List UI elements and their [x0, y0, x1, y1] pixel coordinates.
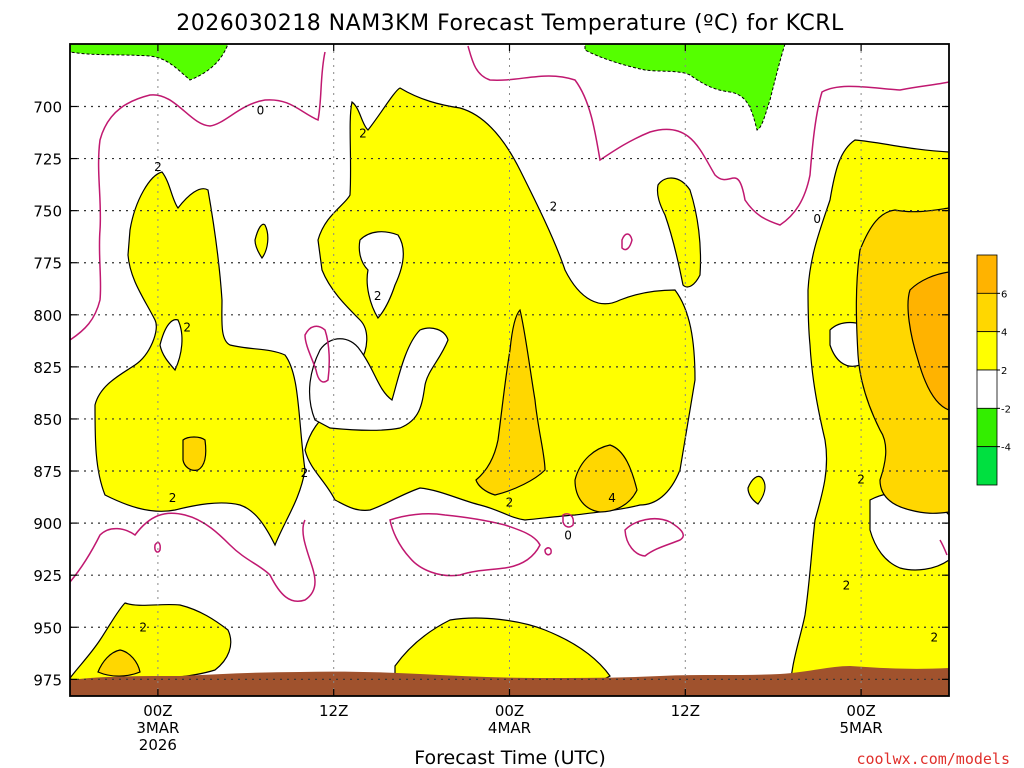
contour-value-label: 2: [550, 199, 558, 213]
y-tick-label: 900: [33, 515, 62, 533]
colorbar-label: 2: [1001, 366, 1007, 377]
colorbar-swatch: [976, 292, 998, 333]
y-tick-label: 925: [33, 567, 62, 585]
y-tick-label: 850: [33, 411, 62, 429]
contour-value-label: 2: [506, 495, 514, 509]
contour-value-label: 2: [301, 466, 309, 480]
y-tick-label: 775: [33, 255, 62, 273]
colorbar-label: -4: [1001, 443, 1011, 454]
colorbar-swatch: [976, 331, 998, 371]
x-tick-label: 00Z: [846, 702, 875, 720]
colorbar-label: -2: [1001, 404, 1011, 415]
x-tick-label: 4MAR: [488, 719, 531, 737]
contour-value-label: 0: [257, 104, 265, 118]
contour-value-label: 0: [564, 529, 572, 543]
y-tick-label: 875: [33, 463, 62, 481]
y-tick-label: 725: [33, 151, 62, 169]
y-axis: 700 725 750 775 800 825 850 875 900 925 950 975: [33, 98, 949, 689]
colorbar-swatch: [976, 407, 998, 448]
contour-value-label: 2: [843, 579, 851, 593]
x-tick-label: 5MAR: [840, 719, 883, 737]
contour-value-label: 2: [154, 160, 162, 174]
contour-value-label: 2: [139, 620, 147, 634]
x-tick-label: 12Z: [671, 702, 700, 720]
chart-title: 2026030218 NAM3KM Forecast Temperature (…: [176, 11, 844, 36]
x-tick-label: 2026: [139, 736, 177, 754]
zero-degree-contours: [70, 45, 949, 602]
plot-area: 0 2 2 2 2 2 0 2 2 2 4 0 2 2 2 2: [69, 43, 950, 697]
contour-value-label: 2: [359, 127, 367, 141]
contour-value-label: 4: [608, 491, 616, 505]
colorbar-swatch: [976, 369, 998, 409]
x-tick-label: 00Z: [143, 702, 172, 720]
y-tick-label: 950: [33, 619, 62, 637]
y-tick-label: 825: [33, 359, 62, 377]
colorbar-label: 4: [1001, 328, 1007, 339]
contour-value-label: 2: [857, 472, 865, 486]
credit-text: coolwx.com/models: [856, 750, 1010, 768]
y-tick-label: 800: [33, 307, 62, 325]
x-axis-label: Forecast Time (UTC): [414, 747, 605, 768]
colorbar-label: 6: [1001, 289, 1007, 300]
contour-value-label: 2: [931, 631, 939, 645]
contour-value-label: 2: [183, 320, 191, 334]
colorbar: 6 4 2 -2 -4: [976, 254, 1011, 486]
colorbar-swatch: [976, 254, 998, 294]
colorbar-swatch: [976, 446, 998, 486]
y-tick-label: 700: [33, 98, 62, 116]
y-tick-label: 750: [33, 203, 62, 221]
y-tick-label: 975: [33, 671, 62, 689]
x-tick-label: 3MAR: [136, 719, 179, 737]
contour-value-label: 2: [374, 289, 382, 303]
cold-region-green: [70, 44, 786, 131]
contour-labels: 0 2 2 2 2 2 0 2 2 2 4 0 2 2 2 2: [139, 104, 938, 645]
x-tick-label: 12Z: [319, 702, 348, 720]
warm-region-orange: [907, 271, 949, 411]
x-tick-label: 00Z: [495, 702, 524, 720]
contour-value-label: 2: [169, 491, 177, 505]
contour-value-label: 0: [813, 212, 821, 226]
